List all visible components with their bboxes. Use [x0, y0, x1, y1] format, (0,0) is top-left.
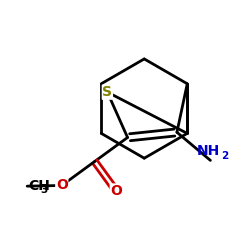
Text: CH: CH — [28, 179, 50, 193]
Text: 3: 3 — [40, 184, 48, 194]
Text: NH: NH — [196, 144, 220, 158]
Text: S: S — [102, 85, 112, 99]
Text: O: O — [56, 178, 68, 192]
Text: O: O — [110, 184, 122, 198]
Text: 2: 2 — [221, 151, 228, 161]
